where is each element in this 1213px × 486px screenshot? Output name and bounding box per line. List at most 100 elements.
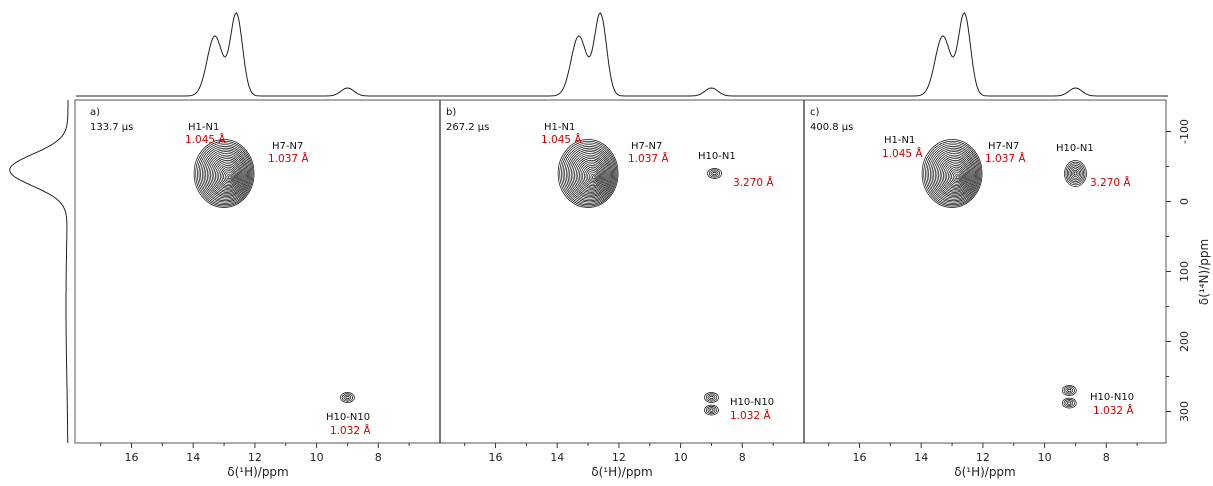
contour-ring (1067, 401, 1072, 405)
panel-3-peak-1 (921, 139, 983, 208)
panel-a-h10n10-distance: 1.032 Å (330, 424, 371, 437)
contour-ring (223, 170, 235, 184)
contour-ring (578, 161, 605, 191)
panel-c-h7n7-label: H7-N7 (988, 141, 1019, 152)
x-tick-label: 14 (914, 451, 928, 464)
contour-ring (590, 173, 597, 181)
contour-ring (707, 394, 716, 401)
contour-ring (1067, 388, 1072, 393)
contour-ring (944, 163, 968, 189)
panel-3-peak-3 (1061, 385, 1077, 396)
y-tick-label: 200 (1178, 331, 1191, 352)
x-tick-label: 16 (489, 451, 503, 464)
contour-ring (954, 173, 961, 181)
contour-ring (575, 158, 607, 193)
contour-ring (1063, 399, 1075, 408)
contour-ring (214, 161, 241, 191)
contour-ring (218, 165, 239, 188)
contour-ring (567, 149, 612, 200)
x-tick-label: 14 (186, 451, 200, 464)
side-projection-trace (9, 100, 69, 443)
contour-ring (582, 165, 603, 188)
x-tick-label: 8 (739, 451, 746, 464)
contour-ring (577, 159, 606, 192)
contour-ring (1064, 160, 1087, 187)
x-axis-label-a: δ(¹H)/ppm (227, 465, 289, 479)
contour-ring (1068, 165, 1083, 182)
contour-ring (221, 168, 236, 185)
x-tick-label: 14 (550, 451, 564, 464)
top-projection (76, 12, 1168, 97)
y-tick-label: 100 (1178, 261, 1191, 282)
x-tick-label: 10 (310, 451, 324, 464)
x-tick-label: 16 (853, 451, 867, 464)
panel-2-peak-4 (704, 404, 719, 416)
contour-ring (708, 169, 721, 178)
contour-ring (709, 395, 714, 400)
contour-ring (569, 151, 611, 199)
contour-ring (956, 175, 960, 180)
contour-ring (928, 146, 979, 203)
panel-b-h7n7-distance: 1.037 Å (628, 152, 669, 165)
contour-ring (707, 168, 722, 179)
contour-ring (1073, 171, 1078, 176)
panel-3-peak-2 (1064, 160, 1087, 187)
x-tick-label: 12 (976, 451, 990, 464)
panel-a-h10n10-label: H10-N10 (326, 412, 370, 423)
x-tick-label: 8 (1103, 451, 1110, 464)
contour-ring (585, 168, 600, 185)
panel-c-h1n1-distance: 1.045 Å (882, 147, 923, 160)
contour-ring (211, 158, 243, 193)
x-tick-label: 10 (1038, 451, 1052, 464)
contour-ring (936, 154, 973, 196)
contour-ring (921, 139, 983, 208)
contour-ring (228, 175, 232, 180)
contour-ring (710, 170, 719, 177)
panel-1-peak-1 (193, 139, 255, 208)
contour-ring (588, 171, 598, 182)
contour-ring (580, 163, 604, 189)
contour-ring (572, 154, 609, 196)
contour-ring (1065, 161, 1086, 186)
contour-ring (559, 140, 618, 207)
y-axis-label: δ(¹⁴N)/ppm (1197, 239, 1211, 305)
panel-b-h1n1-label: H1-N1 (544, 122, 575, 133)
contour-ring (923, 140, 982, 207)
top-projection-trace (440, 12, 804, 97)
x-tick-label: 10 (674, 451, 688, 464)
panel-1-peak-2 (340, 392, 355, 403)
contour-ring (343, 394, 352, 401)
panel-c-h10n10-label: H10-N10 (1090, 392, 1134, 403)
contour-ring (704, 392, 719, 403)
contour-ring (564, 146, 615, 203)
contour-ring (946, 165, 967, 188)
contour-ring (226, 173, 233, 181)
panel-b-h1n1-distance: 1.045 Å (541, 133, 582, 146)
panel-c: c) 400.8 μs H1-N1 1.045 Å H7-N7 1.037 Å … (810, 107, 1134, 417)
contour-ring (587, 170, 599, 184)
contour-ring (929, 147, 977, 202)
panel-a-h1n1-label: H1-N1 (188, 122, 219, 133)
contour-ring (570, 152, 610, 197)
panel-c-h1n1-label: H1-N1 (884, 135, 915, 146)
y-tick-label: 0 (1178, 198, 1191, 205)
panel-a-h1n1-distance: 1.045 Å (185, 133, 226, 146)
contour-ring (939, 158, 971, 193)
x-axis-ticks: 16 14 12 10 8 16 14 12 10 8 16 14 12 10 8 (100, 443, 1138, 464)
panel-a-h7n7-distance: 1.037 Å (268, 152, 309, 165)
contour-ring (560, 142, 617, 206)
top-projection-trace (76, 12, 440, 97)
contour-ring (224, 171, 234, 182)
x-tick-label: 12 (612, 451, 626, 464)
panel-3-peak-4 (1061, 397, 1077, 409)
contour-ring (196, 142, 253, 206)
panel-b-label: b) (446, 107, 456, 118)
panel-2-peak-2 (707, 168, 722, 179)
panel-b-h10n1-label: H10-N1 (698, 151, 736, 162)
contour-ring (1066, 163, 1085, 184)
contour-ring (208, 154, 245, 196)
contour-ring (1070, 168, 1080, 179)
x-tick-label: 8 (375, 451, 382, 464)
top-projection-trace (804, 12, 1168, 97)
